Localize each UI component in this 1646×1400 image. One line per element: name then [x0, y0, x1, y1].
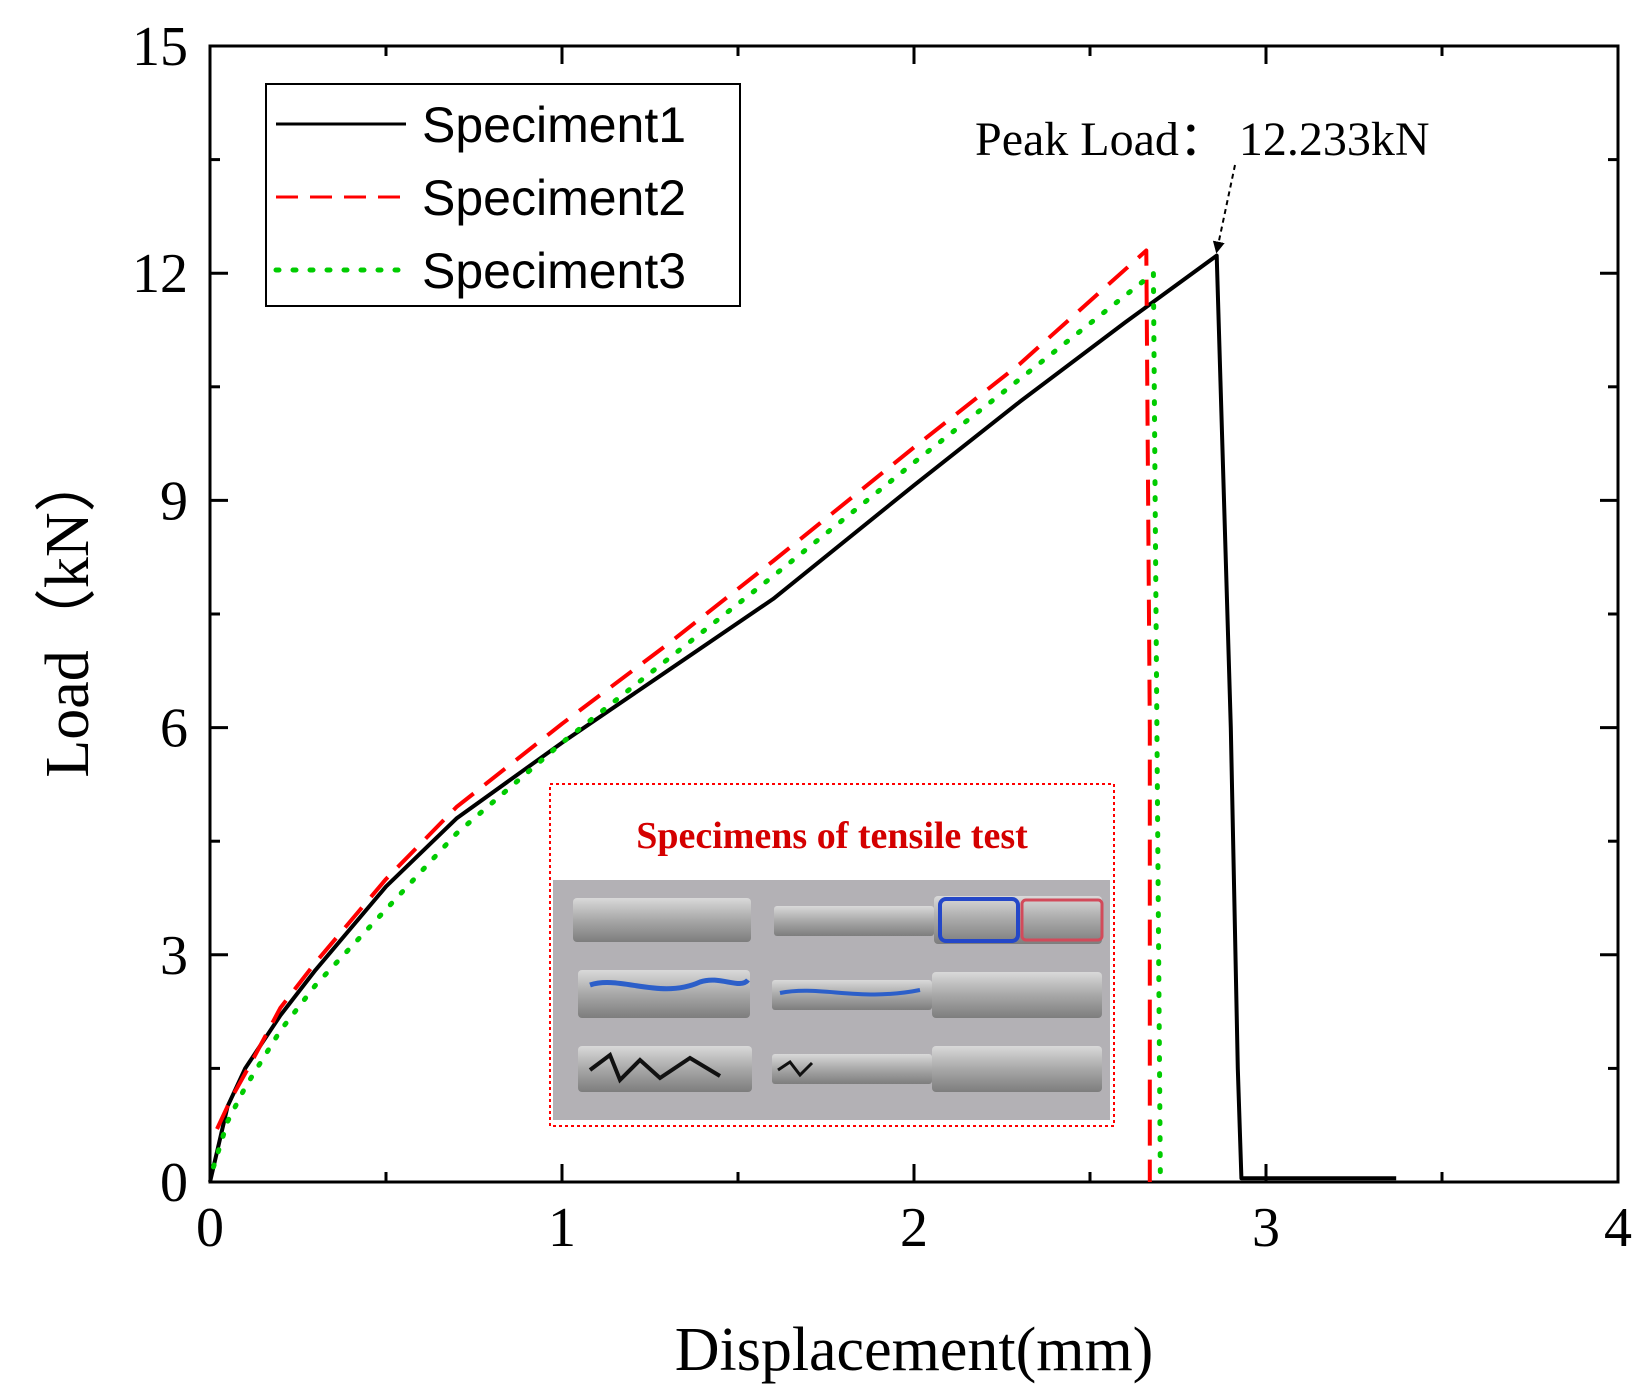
- specimen-strip-2: [578, 970, 1102, 1018]
- series-lines: [208, 248, 1397, 1185]
- x-tick-label: 2: [900, 1197, 928, 1259]
- legend: Speciment1 Speciment2 Speciment3: [265, 83, 741, 307]
- specimen-strip-3: [578, 1046, 1102, 1092]
- y-tick-label: 6: [160, 698, 188, 760]
- series-line-1: [208, 253, 1397, 1183]
- series-line-2: [215, 248, 1152, 1182]
- y-tick-label: 9: [160, 470, 188, 532]
- legend-label-3: Speciment3: [422, 243, 686, 299]
- peak-load-annotation: Peak Load： 12.233kN: [975, 113, 1430, 254]
- y-tick-label: 12: [132, 243, 188, 305]
- peak-load-arrow: [1212, 164, 1236, 254]
- x-tick-label: 0: [196, 1197, 224, 1259]
- specimen-strip-1: [573, 896, 1104, 944]
- y-tick-label: 15: [132, 16, 188, 78]
- x-tick-label: 3: [1252, 1197, 1280, 1259]
- y-tick-label: 0: [160, 1152, 188, 1214]
- x-tick-label: 4: [1604, 1197, 1632, 1259]
- legend-label-1: Speciment1: [422, 97, 686, 153]
- y-axis-label: Load（kN）: [34, 450, 102, 777]
- x-tick-label: 1: [548, 1197, 576, 1259]
- inset-title: Specimens of tensile test: [636, 815, 1028, 857]
- peak-load-label: Peak Load： 12.233kN: [975, 113, 1430, 166]
- y-tick-label: 3: [160, 925, 188, 987]
- legend-label-2: Speciment2: [422, 170, 686, 226]
- x-axis-label: Displacement(mm): [675, 1316, 1154, 1384]
- inset-photo: Specimens of tensile test: [549, 783, 1115, 1127]
